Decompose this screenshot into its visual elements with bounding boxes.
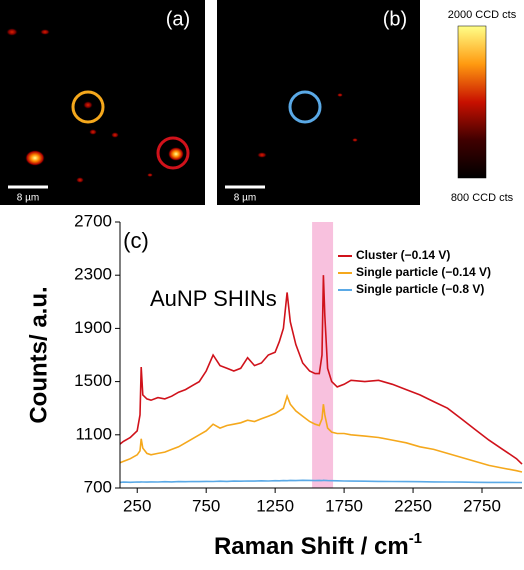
legend-label: Single particle (−0.14 V) (356, 265, 491, 279)
colorbar (457, 25, 487, 179)
panel-label: (a) (166, 8, 190, 30)
spectrum-line (119, 275, 523, 465)
y-tick-label: 2300 (74, 265, 112, 284)
y-axis-title: Counts/ a.u. (25, 286, 52, 423)
scale-label: 8 µm (234, 193, 256, 204)
y-tick-label: 700 (84, 477, 112, 496)
legend-label: Single particle (−0.8 V) (356, 282, 484, 296)
y-tick-label: 1500 (74, 371, 112, 390)
x-tick-label: 750 (192, 496, 220, 515)
y-tick-label: 1900 (74, 318, 112, 337)
x-tick-label: 2750 (463, 496, 501, 515)
spots-b (257, 93, 358, 158)
y-tick-label: 1100 (75, 424, 112, 443)
legend-label: Cluster (−0.14 V) (356, 248, 450, 262)
spectrum-line (119, 479, 522, 484)
x-tick-label: 1750 (325, 496, 363, 515)
spectrum-chart: 700 1100 1500 1900 2300 2700 250 750 1250 1750 225… (74, 211, 523, 515)
marker-blue (288, 90, 322, 124)
x-tick-label: 2250 (394, 496, 432, 515)
colorbar-min: 800 CCD cts (451, 192, 514, 204)
marker-orange (71, 90, 105, 124)
colorbar-max: 2000 CCD cts (448, 9, 517, 21)
y-tick-label: 2700 (74, 211, 112, 230)
spots-a (6, 28, 184, 183)
x-axis-title-main: Raman Shift / cm (214, 533, 409, 560)
panel-label: (c) (123, 228, 149, 253)
panel-label: (b) (383, 8, 407, 30)
spectrum-line (119, 393, 523, 473)
x-tick-label: 1250 (256, 496, 294, 515)
x-axis-title-sup: -1 (409, 530, 422, 547)
scale-label: 8 µm (17, 193, 39, 204)
annotation: AuNP SHINs (150, 286, 277, 311)
marker-red (156, 136, 190, 170)
x-axis-title: Raman Shift / cm-1 (214, 530, 422, 560)
x-tick-label: 250 (123, 496, 151, 515)
